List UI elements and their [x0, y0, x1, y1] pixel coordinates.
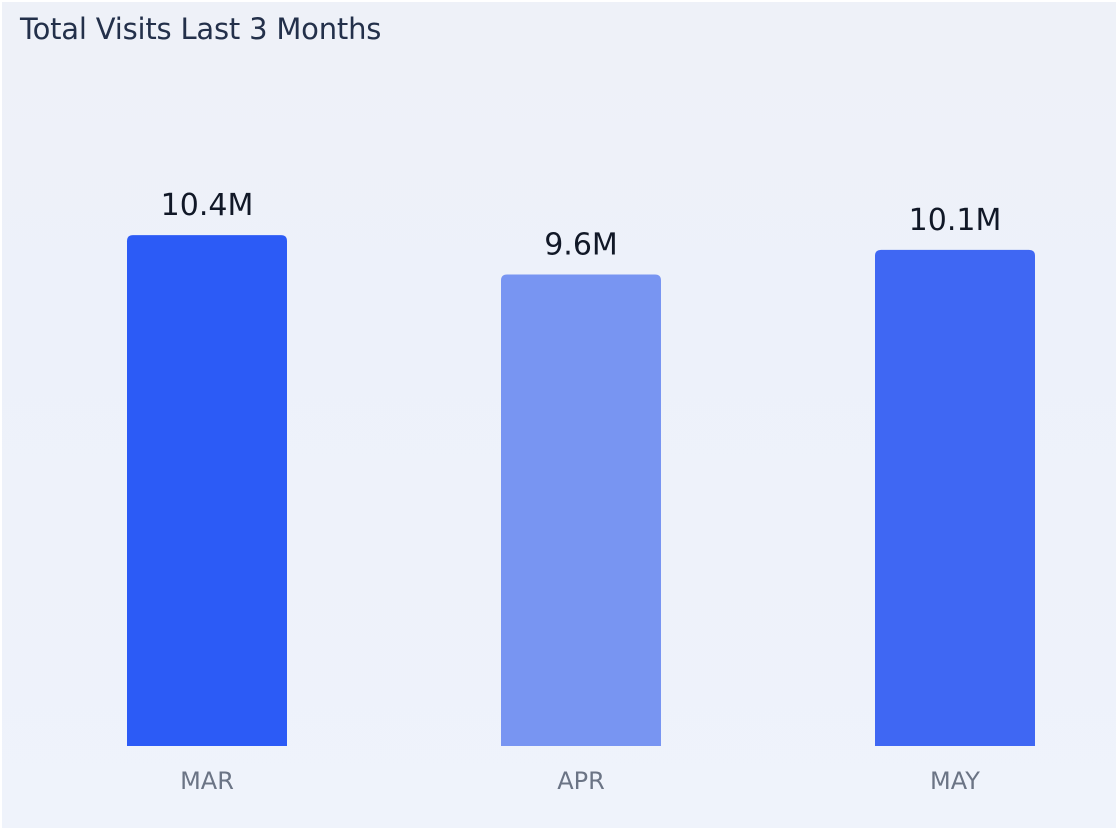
value-label-mar: 10.4M [161, 188, 254, 223]
value-label-apr: 9.6M [544, 227, 618, 262]
category-label-apr: APR [557, 767, 605, 795]
bar-may[interactable] [875, 249, 1035, 746]
plot-area: 10.4M MAR 9.6M APR 10.1M MAY [12, 132, 1112, 822]
bar-chart: 10.4M MAR 9.6M APR 10.1M MAY [127, 188, 1035, 795]
category-label-may: MAY [930, 767, 980, 795]
chart-title: Total Visits Last 3 Months [20, 12, 382, 46]
category-label-mar: MAR [180, 767, 234, 795]
value-label-may: 10.1M [909, 203, 1002, 238]
bar-apr[interactable] [501, 274, 661, 746]
bar-mar[interactable] [127, 235, 287, 746]
